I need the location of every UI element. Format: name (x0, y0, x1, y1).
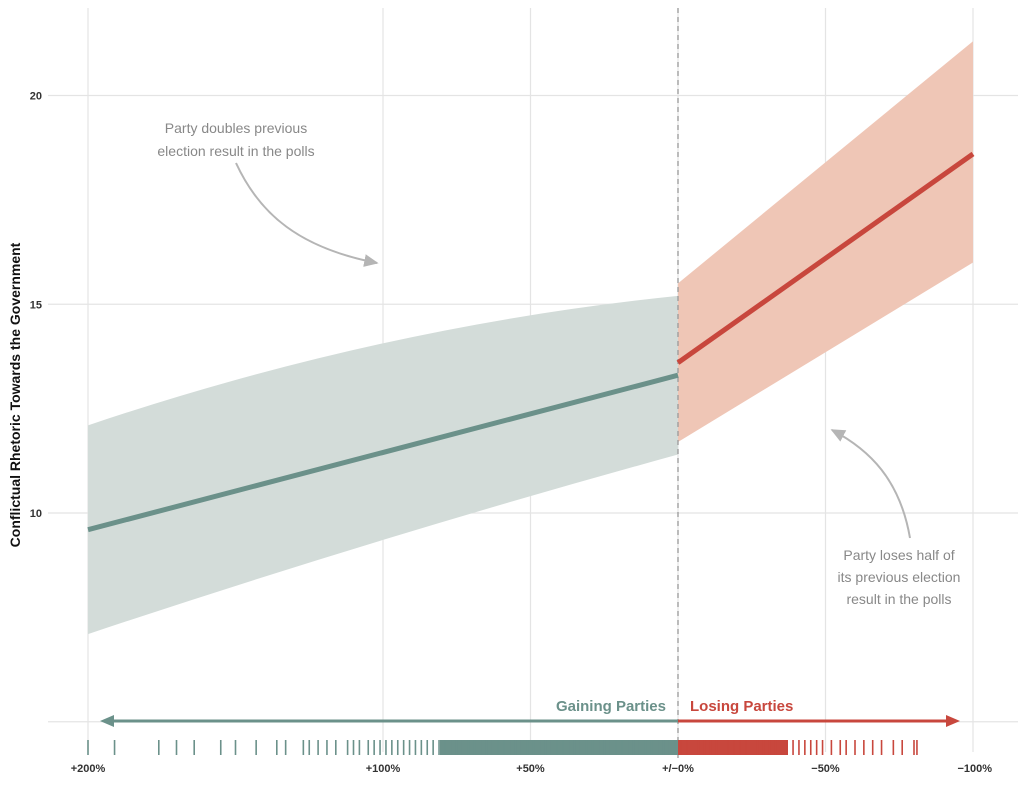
y-tick-label: 20 (30, 91, 42, 103)
x-tick-label: +/−0% (662, 763, 694, 775)
annotation-doubles-line: Party doubles previous (165, 120, 307, 136)
rug-dense-losing (678, 740, 788, 755)
rug-dense-gaining (440, 740, 678, 755)
y-axis-title: Conflictual Rhetoric Towards the Governm… (7, 242, 23, 547)
annotation-loses-line: result in the polls (846, 591, 951, 607)
fit-line-losing (676, 151, 975, 365)
annotation-doubles-line: election result in the polls (157, 143, 314, 159)
rug-marks (87, 740, 918, 755)
y-tick-label: 10 (30, 508, 42, 520)
annotation-loses-line: its previous election (838, 569, 961, 585)
x-tick-label: −100% (957, 763, 992, 775)
x-tick-label: +200% (71, 763, 106, 775)
losing-arrow-head (946, 715, 960, 727)
losing-parties-label: Losing Parties (690, 698, 793, 715)
annotation-loses-line: Party loses half of (843, 547, 954, 563)
gaining-arrow-head (100, 715, 114, 727)
confidence-bands (88, 41, 973, 635)
ci-band-losing (678, 41, 973, 443)
x-tick-label: +100% (366, 763, 401, 775)
x-tick-labels: +200% +100% +50% +/−0% −50% −100% (71, 763, 992, 775)
fit-line-gaining (87, 372, 679, 533)
fit-lines (87, 151, 975, 533)
annotations: Party doubles previous election result in… (157, 120, 960, 607)
direction-arrows: Gaining Parties Losing Parties (100, 698, 960, 727)
gaining-parties-label: Gaining Parties (556, 698, 666, 715)
x-tick-label: +50% (516, 763, 545, 775)
x-tick-label: −50% (811, 763, 840, 775)
annotation-arrow-doubles (235, 162, 379, 267)
annotation-arrow-loses (830, 429, 911, 539)
ci-band-gaining (88, 295, 678, 635)
y-tick-label: 15 (30, 299, 42, 311)
y-tick-labels: 10 15 20 (30, 91, 42, 521)
